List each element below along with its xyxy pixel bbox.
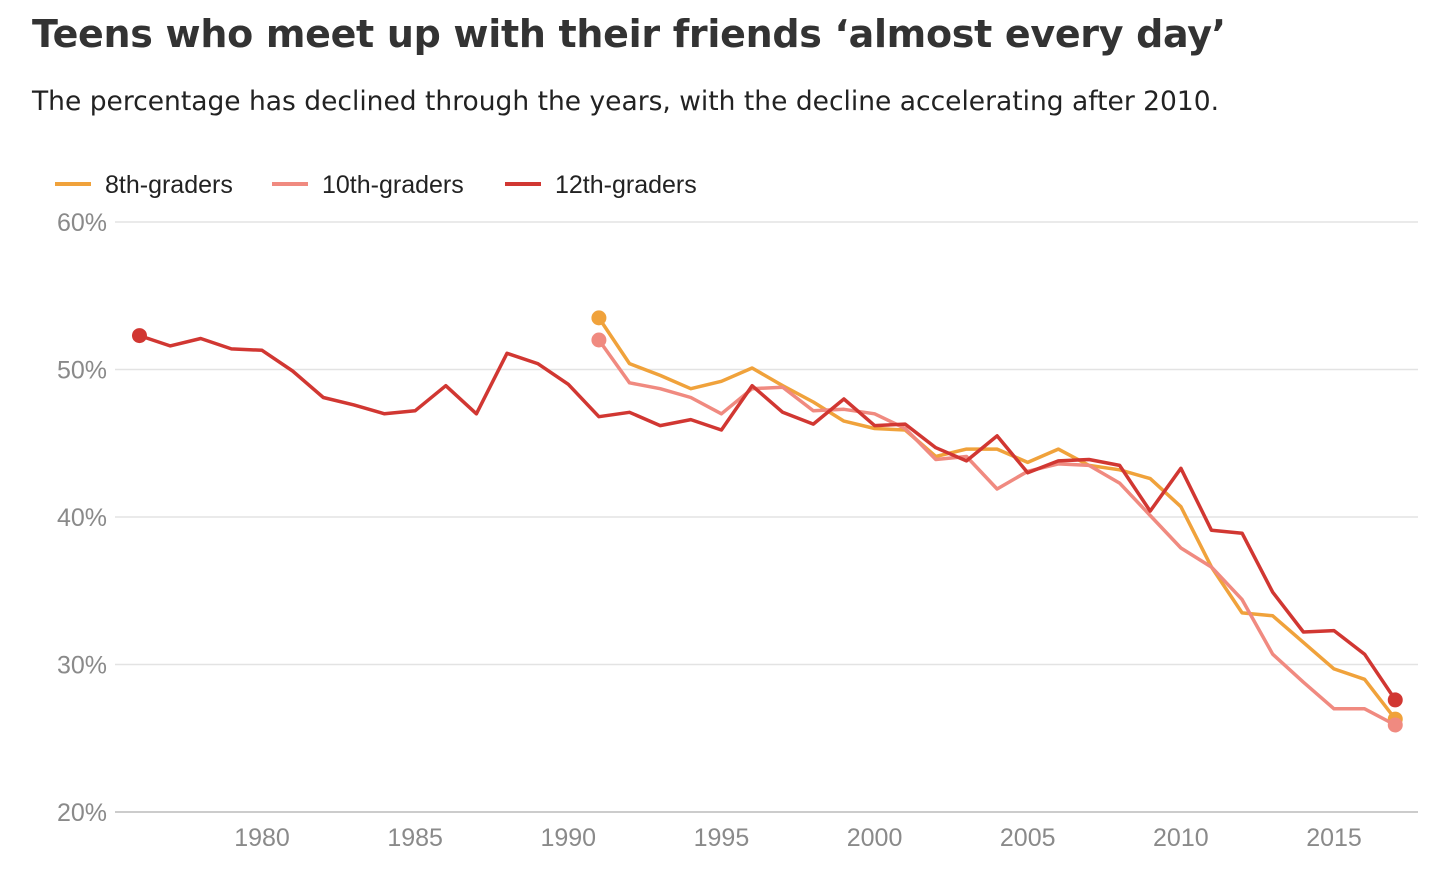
y-tick-label: 40% bbox=[57, 504, 107, 532]
y-tick-label: 30% bbox=[57, 652, 107, 680]
chart-title: Teens who meet up with their friends ‘al… bbox=[32, 12, 1226, 56]
axis-layer: 20% 30% 40% 50% 60% 1980 1985 1990 1995 2000 2005 2… bbox=[57, 209, 1362, 852]
series-end-point bbox=[1387, 692, 1403, 708]
x-tick-label: 2015 bbox=[1306, 824, 1362, 852]
legend-item: 12th-graders bbox=[505, 171, 697, 199]
series-end-point bbox=[1387, 717, 1403, 733]
y-tick-label: 60% bbox=[57, 209, 107, 237]
series-line bbox=[597, 316, 1398, 721]
y-tick-label: 50% bbox=[57, 357, 107, 385]
x-tick-label: 2005 bbox=[1000, 824, 1056, 852]
x-tick-label: 2000 bbox=[847, 824, 903, 852]
series-10th-graders bbox=[591, 332, 1403, 733]
series-start-point bbox=[591, 332, 607, 348]
legend-label: 12th-graders bbox=[555, 171, 697, 199]
series-line bbox=[137, 333, 1398, 702]
legend-item: 8th-graders bbox=[55, 171, 233, 199]
y-tick-label: 20% bbox=[57, 799, 107, 827]
series-layer bbox=[131, 310, 1403, 733]
series-start-point bbox=[591, 310, 607, 326]
grid-layer bbox=[115, 221, 1418, 813]
x-tick-label: 1985 bbox=[387, 824, 443, 852]
chart-subtitle: The percentage has declined through the … bbox=[32, 86, 1220, 117]
x-tick-label: 2010 bbox=[1153, 824, 1209, 852]
x-tick-label: 1995 bbox=[694, 824, 750, 852]
legend: 8th-graders 10th-graders 12th-graders bbox=[55, 171, 697, 199]
x-tick-label: 1990 bbox=[540, 824, 596, 852]
legend-item: 10th-graders bbox=[272, 171, 464, 199]
legend-label: 10th-graders bbox=[322, 171, 464, 199]
x-tick-label: 1980 bbox=[234, 824, 290, 852]
series-start-point bbox=[131, 328, 147, 344]
series-line bbox=[597, 338, 1398, 727]
series-12th-graders bbox=[131, 328, 1403, 708]
legend-label: 8th-graders bbox=[105, 171, 233, 199]
